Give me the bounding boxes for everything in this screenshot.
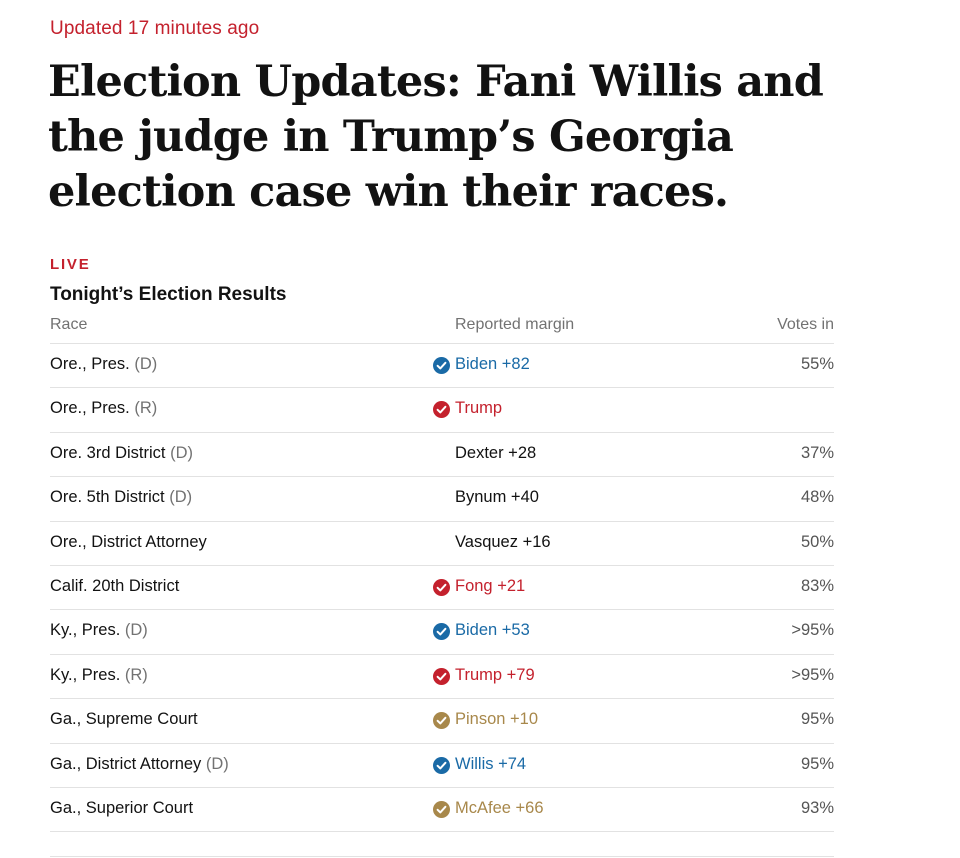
table-row[interactable]: Ore., Pres. (D) Biden +82 55% [50, 344, 834, 389]
margin-cell: Fong +21 [433, 576, 526, 596]
votes-in-value: 95% [800, 754, 834, 773]
margin-value: Pinson +10 [455, 710, 539, 729]
race-name: Ore. 3rd District [50, 443, 166, 462]
votes-in-value: 55% [800, 355, 834, 373]
updated-timestamp: Updated 17 minutes ago [50, 18, 260, 39]
check-circle-icon [433, 756, 450, 774]
race-cell: Ky., Pres. (D) [50, 621, 148, 640]
margin-cell: Trump +79 [433, 665, 535, 685]
table-bottom-rule [50, 856, 834, 857]
party-label: (D) [169, 488, 193, 507]
votes-in-value: 50% [800, 532, 834, 551]
race-name: Ore., District Attorney [50, 532, 207, 551]
margin-value: Dexter +28 [455, 443, 537, 462]
race-name: Ky., Pres. [50, 621, 121, 640]
margin-value: McAfee +66 [455, 798, 544, 817]
race-name: Ore., Pres. [50, 355, 130, 373]
table-row[interactable]: Ore., Pres. (R) Trump [50, 388, 834, 433]
check-circle-icon [433, 800, 450, 818]
results-table-body: Ore., Pres. (D) Biden +82 55% Ore., Pres. (… [50, 344, 834, 833]
table-row[interactable]: Calif. 20th District Fong +21 83% [50, 566, 834, 611]
race-cell: Ga., Superior Court [50, 799, 193, 818]
race-cell: Ore., District Attorney [50, 533, 207, 552]
votes-in-value: 83% [800, 576, 834, 595]
margin-value: Trump +79 [455, 665, 535, 684]
check-circle-icon [433, 578, 450, 596]
margin-column-header: Reported margin [455, 316, 575, 333]
race-name: Ga., Supreme Court [50, 710, 198, 729]
party-label: (D) [134, 355, 158, 373]
margin-cell: Trump [433, 399, 503, 419]
margin-value: Fong +21 [455, 576, 526, 595]
check-circle-icon [433, 667, 450, 685]
race-name: Ky., Pres. [50, 665, 121, 684]
race-cell: Ga., District Attorney (D) [50, 755, 229, 774]
margin-value: Bynum +40 [455, 488, 539, 507]
votes-in-value: >95% [791, 621, 834, 640]
table-row[interactable]: Ky., Pres. (R) Trump +79 >95% [50, 655, 834, 700]
party-label: (D) [205, 754, 229, 773]
margin-value: Biden +53 [455, 621, 530, 640]
votes-in-value: 48% [800, 488, 834, 507]
party-label: (R) [134, 399, 158, 418]
margin-cell: Biden +53 [433, 621, 530, 641]
margin-value: Willis +74 [455, 754, 527, 773]
votes-in-value: 93% [800, 798, 834, 817]
votes-in-value: 37% [800, 443, 834, 462]
results-title[interactable]: Tonight’s Election Results [50, 284, 287, 305]
table-row[interactable]: Ore. 5th District (D) Bynum +40 48% [50, 477, 834, 522]
race-cell: Ore. 5th District (D) [50, 488, 192, 507]
party-label: (D) [170, 443, 194, 462]
race-name: Ga., District Attorney [50, 754, 202, 773]
table-row[interactable]: Ore., District Attorney Vasquez +16 50% [50, 522, 834, 566]
margin-cell: Willis +74 [433, 754, 527, 774]
margin-cell: Dexter +28 [455, 444, 536, 463]
table-row[interactable]: Ore. 3rd District (D) Dexter +28 37% [50, 433, 834, 478]
results-table-header: Race Reported margin Votes in [50, 316, 834, 344]
check-circle-icon [433, 623, 450, 641]
race-name: Ore. 5th District [50, 488, 165, 507]
votes-column-header: Votes in [777, 316, 834, 333]
party-label: (R) [124, 665, 148, 684]
check-circle-icon [433, 401, 450, 419]
margin-value: Vasquez +16 [455, 532, 551, 551]
margin-cell: Vasquez +16 [455, 533, 551, 552]
party-label: (D) [124, 621, 148, 640]
race-cell: Calif. 20th District [50, 577, 179, 596]
margin-cell: Bynum +40 [455, 488, 539, 507]
live-label: LIVE [50, 256, 91, 273]
margin-cell: McAfee +66 [433, 798, 544, 818]
race-column-header: Race [50, 316, 88, 333]
race-cell: Ky., Pres. (R) [50, 666, 148, 685]
margin-cell: Biden +82 [433, 355, 530, 374]
votes-in-value: 95% [800, 710, 834, 729]
race-cell: Ore., Pres. (D) [50, 355, 157, 374]
race-name: Ga., Superior Court [50, 798, 194, 817]
race-name: Calif. 20th District [50, 576, 180, 595]
margin-cell: Pinson +10 [433, 710, 539, 730]
table-row[interactable]: Ga., Superior Court McAfee +66 93% [50, 788, 834, 833]
table-row[interactable]: Ky., Pres. (D) Biden +53 >95% [50, 610, 834, 655]
headline[interactable]: Election Updates: Fani Willis and the ju… [48, 57, 824, 217]
table-row[interactable]: Ga., District Attorney (D) Willis +74 95% [50, 744, 834, 788]
race-name: Ore., Pres. [50, 399, 130, 418]
check-circle-icon [433, 357, 450, 374]
check-circle-icon [433, 712, 450, 730]
race-cell: Ga., Supreme Court [50, 710, 198, 729]
table-row[interactable]: Ga., Supreme Court Pinson +10 95% [50, 699, 834, 744]
race-cell: Ore., Pres. (R) [50, 399, 157, 418]
votes-in-value: >95% [791, 665, 834, 684]
margin-value: Trump [455, 399, 503, 418]
margin-value: Biden +82 [455, 355, 530, 373]
race-cell: Ore. 3rd District (D) [50, 444, 193, 463]
